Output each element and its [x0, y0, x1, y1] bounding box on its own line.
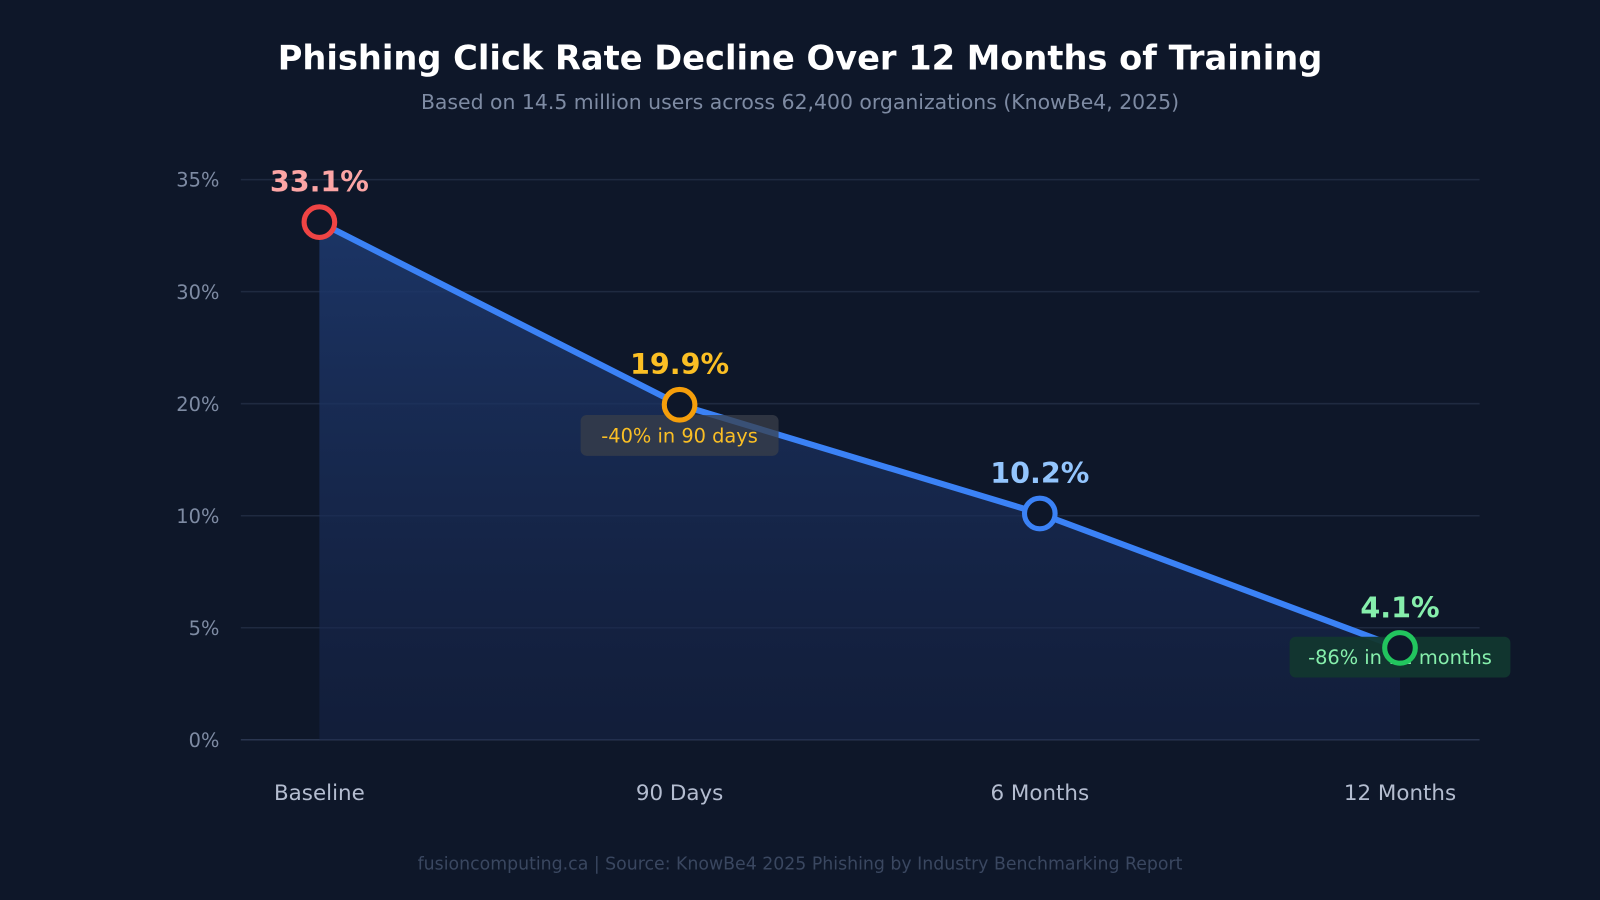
x-tick-label: Baseline: [274, 781, 365, 806]
data-points: 33.1% 19.9% 10.2% 4.1%: [270, 165, 1440, 666]
y-tick-label: 5%: [189, 617, 220, 640]
y-tick-label: 10%: [176, 505, 219, 528]
x-tick-label: 6 Months: [990, 781, 1089, 806]
chart-title: Phishing Click Rate Decline Over 12 Mont…: [278, 38, 1323, 77]
data-label: 19.9%: [630, 347, 729, 381]
data-point: [661, 386, 698, 423]
data-point: [1382, 630, 1418, 666]
data-label: 33.1%: [270, 165, 369, 199]
y-axis-ticks: 0% 5% 10% 20% 30% 35%: [176, 169, 219, 752]
annotations: -40% in 90 days-86% in 12 months: [580, 414, 1511, 678]
y-tick-label: 0%: [189, 729, 220, 752]
data-label: 4.1%: [1360, 590, 1439, 624]
y-tick-label: 35%: [176, 169, 219, 192]
annotation-box: [580, 414, 779, 456]
area-fill: [319, 222, 1401, 740]
y-tick-label: 30%: [176, 281, 219, 304]
footer-source: fusioncomputing.ca | Source: KnowBe4 202…: [418, 854, 1183, 874]
data-point: [301, 204, 338, 241]
data-label: 10.2%: [990, 456, 1089, 490]
data-point: [1021, 495, 1058, 532]
x-tick-label: 90 Days: [636, 781, 723, 806]
x-axis-ticks: Baseline 90 Days 6 Months 12 Months: [274, 781, 1456, 806]
series-line: [316, 219, 1404, 651]
annotation-text: -40% in 90 days: [601, 425, 758, 448]
annotation: -40% in 90 days: [580, 414, 779, 456]
x-tick-label: 12 Months: [1344, 781, 1456, 806]
y-tick-label: 20%: [176, 393, 219, 416]
chart-subtitle: Based on 14.5 million users across 62,40…: [421, 90, 1179, 114]
